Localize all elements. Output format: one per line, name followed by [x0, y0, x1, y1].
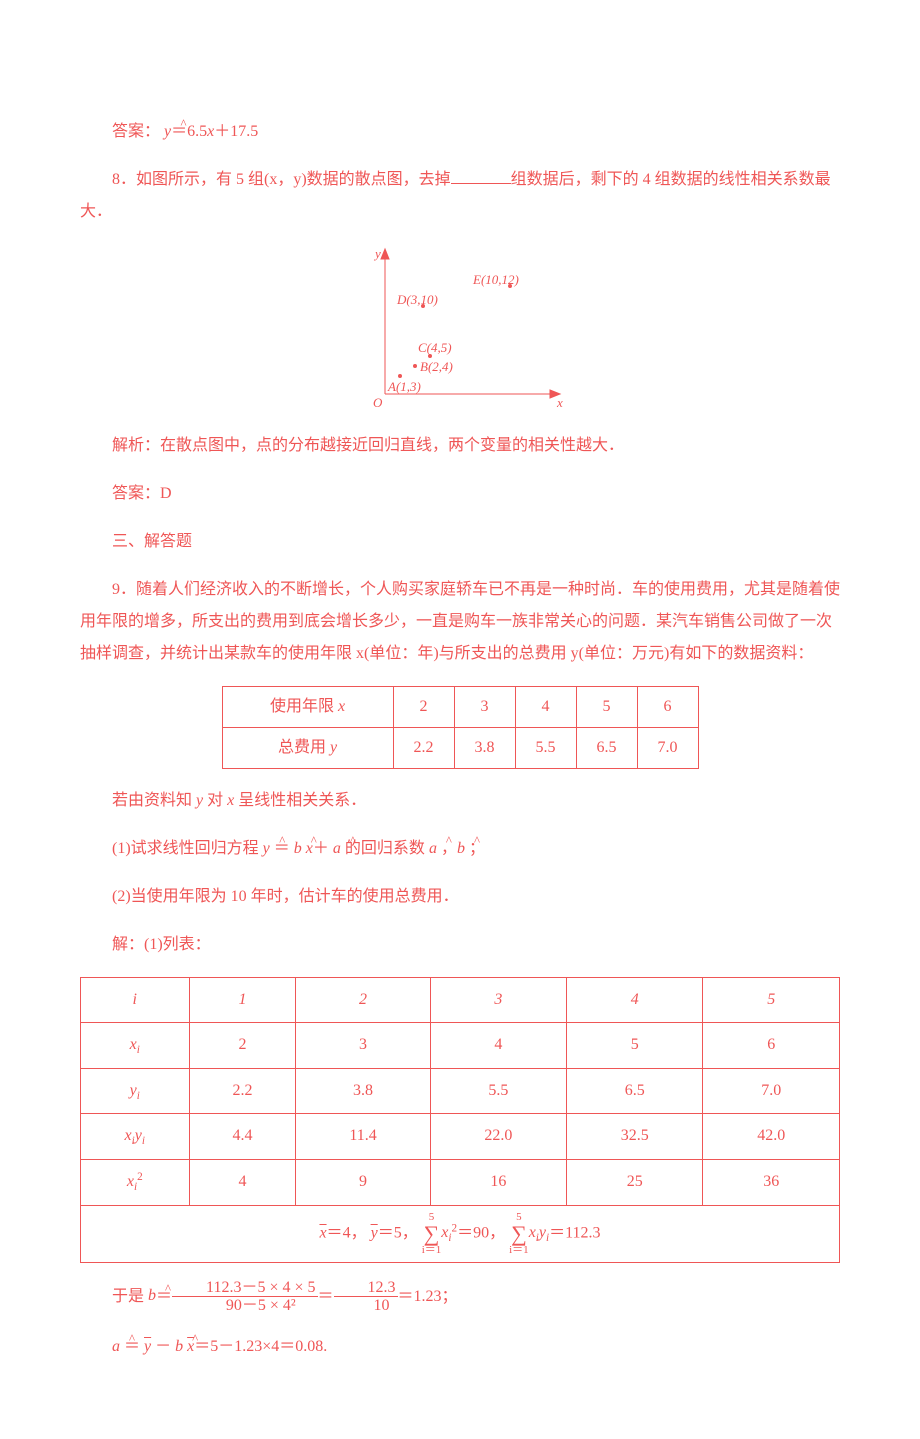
cell: 1: [189, 978, 296, 1023]
head-cell: yi: [81, 1068, 190, 1114]
head-cell: xiyi: [81, 1114, 190, 1160]
question-9-intro: 9．随着人们经济收入的不断增长，个人购买家庭轿车已不再是一种时尚．车的使用费用，…: [80, 574, 840, 670]
cell: 4: [515, 687, 576, 728]
head-cell: xi2: [81, 1159, 190, 1205]
cell: 4: [430, 1023, 566, 1069]
calc-a: a ＝ y － b x＝5－1.23×4＝0.08.: [80, 1331, 840, 1363]
q8-explanation: 解析：在散点图中，点的分布越接近回归直线，两个变量的相关性越大．: [80, 430, 840, 462]
cell: 25: [567, 1159, 703, 1205]
answer-7: 答案： y＝6.5x＋17.5: [80, 116, 840, 148]
cell: 4.4: [189, 1114, 296, 1160]
y-axis-label: y: [373, 246, 381, 261]
cell: 3: [454, 687, 515, 728]
cell: 4: [189, 1159, 296, 1205]
cell: 5: [576, 687, 637, 728]
cell: 5: [703, 978, 840, 1023]
cell: 6: [637, 687, 698, 728]
cell: 7.0: [703, 1068, 840, 1114]
q9-part2: (2)当使用年限为 10 年时，估计车的使用总费用．: [80, 881, 840, 913]
head-cell: xi: [81, 1023, 190, 1069]
summary-formula: x＝4， y＝5， 5∑i＝1xi2＝90， 5∑i＝1xiyi＝112.3: [81, 1205, 840, 1262]
cell: 2.2: [393, 728, 454, 769]
x-axis-label: x: [556, 395, 563, 410]
cell: 3.8: [454, 728, 515, 769]
cell: 3: [296, 1023, 430, 1069]
row-label: 使用年限 x: [222, 687, 393, 728]
cell: 2: [296, 978, 430, 1023]
question-8: 8．如图所示，有 5 组(x，y)数据的散点图，去掉组数据后，剩下的 4 组数据…: [80, 164, 840, 228]
cell: 32.5: [567, 1114, 703, 1160]
cell: 5.5: [430, 1068, 566, 1114]
origin-label: O: [373, 395, 383, 410]
section-3-header: 三、解答题: [80, 526, 840, 558]
cell: 6.5: [567, 1068, 703, 1114]
cell: 22.0: [430, 1114, 566, 1160]
cell: 7.0: [637, 728, 698, 769]
head-cell: i: [81, 978, 190, 1023]
q9-note: 若由资料知 y 对 x 呈线性相关关系．: [80, 785, 840, 817]
cell: 6.5: [576, 728, 637, 769]
cell: 5: [567, 1023, 703, 1069]
cell: 36: [703, 1159, 840, 1205]
cell: 16: [430, 1159, 566, 1205]
cell: 2: [393, 687, 454, 728]
cell: 9: [296, 1159, 430, 1205]
point-B-label: B(2,4): [420, 359, 453, 374]
cell: 2: [189, 1023, 296, 1069]
cell: 42.0: [703, 1114, 840, 1160]
cell: 5.5: [515, 728, 576, 769]
data-table-1: 使用年限 x 2 3 4 5 6 总费用 y 2.2 3.8 5.5 6.5 7…: [222, 686, 699, 769]
cell: 11.4: [296, 1114, 430, 1160]
cell: 2.2: [189, 1068, 296, 1114]
q9-solution-label: 解：(1)列表：: [80, 929, 840, 961]
scatter-plot: O x y A(1,3) B(2,4) C(4,5) D(3,10) E(10,…: [345, 244, 575, 414]
cell: 3.8: [296, 1068, 430, 1114]
cell: 6: [703, 1023, 840, 1069]
point-A-label: A(1,3): [387, 379, 421, 394]
point-D-label: D(3,10): [396, 292, 438, 307]
point-E-label: E(10,12): [472, 272, 519, 287]
row-label: 总费用 y: [222, 728, 393, 769]
fill-blank[interactable]: [451, 167, 511, 184]
cell: 3: [430, 978, 566, 1023]
calc-b: 于是 b＝112.3－5 × 4 × 590－5 × 4²＝12.310＝1.2…: [80, 1279, 840, 1315]
calculation-table: i 1 2 3 4 5 xi 2 3 4 5 6 yi 2.2 3.8 5.5 …: [80, 977, 840, 1263]
cell: 4: [567, 978, 703, 1023]
q8-answer: 答案：D: [80, 478, 840, 510]
q9-part1: (1)试求线性回归方程 y ＝ b x＋ a 的回归系数 a ，b ；: [80, 833, 840, 865]
point-C-label: C(4,5): [418, 340, 452, 355]
